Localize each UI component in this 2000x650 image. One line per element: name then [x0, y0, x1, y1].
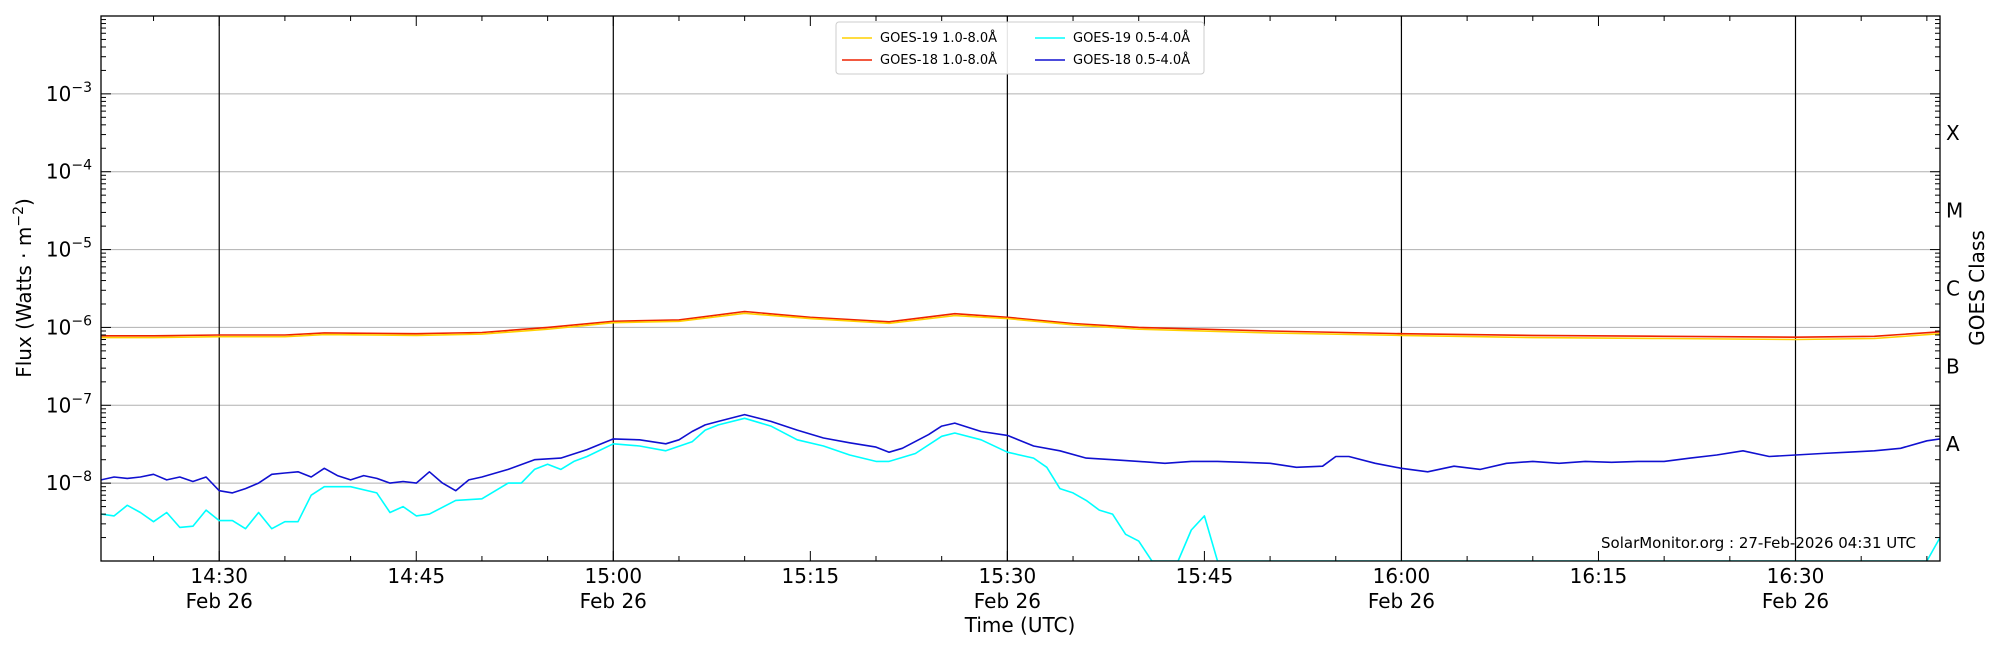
goes-class-x: X — [1946, 121, 1960, 145]
x-tick-label: 14:45 — [387, 564, 445, 588]
x-tick-date: Feb 26 — [580, 589, 647, 613]
x-tick-date: Feb 26 — [974, 589, 1041, 613]
legend-label-goes18-long: GOES-18 1.0-8.0Å — [880, 52, 997, 68]
series-line-goes19-short — [101, 417, 1940, 561]
y-axis-title-exponent: −2 — [11, 206, 27, 227]
goes-class-m: M — [1946, 199, 1963, 223]
credit-text: SolarMonitor.org : 27-Feb-2026 04:31 UTC — [1601, 534, 1916, 552]
x-tick-label: 15:00 — [584, 564, 642, 588]
series-line-goes19-long — [101, 312, 1940, 341]
x-tick-date: Feb 26 — [186, 589, 253, 613]
y-tick-label: 10−7 — [46, 391, 92, 417]
legend-box — [835, 21, 1205, 75]
y-axis-title: Flux (Watts · m−2) — [11, 198, 36, 378]
x-tick-label: 15:15 — [782, 564, 840, 588]
grid-layer — [101, 93, 1940, 484]
goes-class-a: A — [1946, 432, 1960, 456]
series-layer — [101, 310, 1940, 561]
y-tick-label: 10−5 — [46, 236, 92, 262]
y-tick-label: 10−4 — [46, 158, 92, 184]
legend-label-goes18-short: GOES-18 0.5-4.0Å — [1073, 52, 1190, 68]
x-tick-date: Feb 26 — [1762, 589, 1829, 613]
legend-label-goes19-long: GOES-19 1.0-8.0Å — [880, 30, 997, 46]
y-tick-label: 10−8 — [46, 469, 92, 495]
y-tick-label: 10−3 — [46, 80, 92, 106]
y-tick-labels: 10−8 10−7 10−6 10−5 10−4 10−3 — [46, 80, 92, 495]
x-tick-label: 16:15 — [1570, 564, 1628, 588]
goes-class-c: C — [1946, 277, 1960, 301]
x-axis-title: Time (UTC) — [964, 613, 1076, 637]
vertical-major-lines — [218, 16, 1797, 561]
plot-frame — [100, 15, 1941, 562]
y-tick-label: 10−6 — [46, 313, 92, 339]
x-tick-label: 16:30 — [1767, 564, 1825, 588]
axis-ticks — [101, 16, 1940, 562]
series-line-goes18-long — [101, 310, 1940, 338]
goes-class-b: B — [1946, 354, 1960, 378]
x-tick-label: 15:45 — [1176, 564, 1234, 588]
x-tick-label: 15:30 — [979, 564, 1037, 588]
goes-class-labels: A B C M X — [1946, 121, 1963, 456]
x-tick-date: Feb 26 — [1368, 589, 1435, 613]
right-axis-title: GOES Class — [1965, 230, 1989, 346]
series-line-goes18-short — [101, 413, 1940, 494]
legend: GOES-19 1.0-8.0Å GOES-18 1.0-8.0Å GOES-1… — [835, 21, 1205, 75]
x-tick-label: 14:30 — [190, 564, 248, 588]
x-tick-label: 16:00 — [1373, 564, 1431, 588]
legend-label-goes19-short: GOES-19 0.5-4.0Å — [1073, 30, 1190, 46]
